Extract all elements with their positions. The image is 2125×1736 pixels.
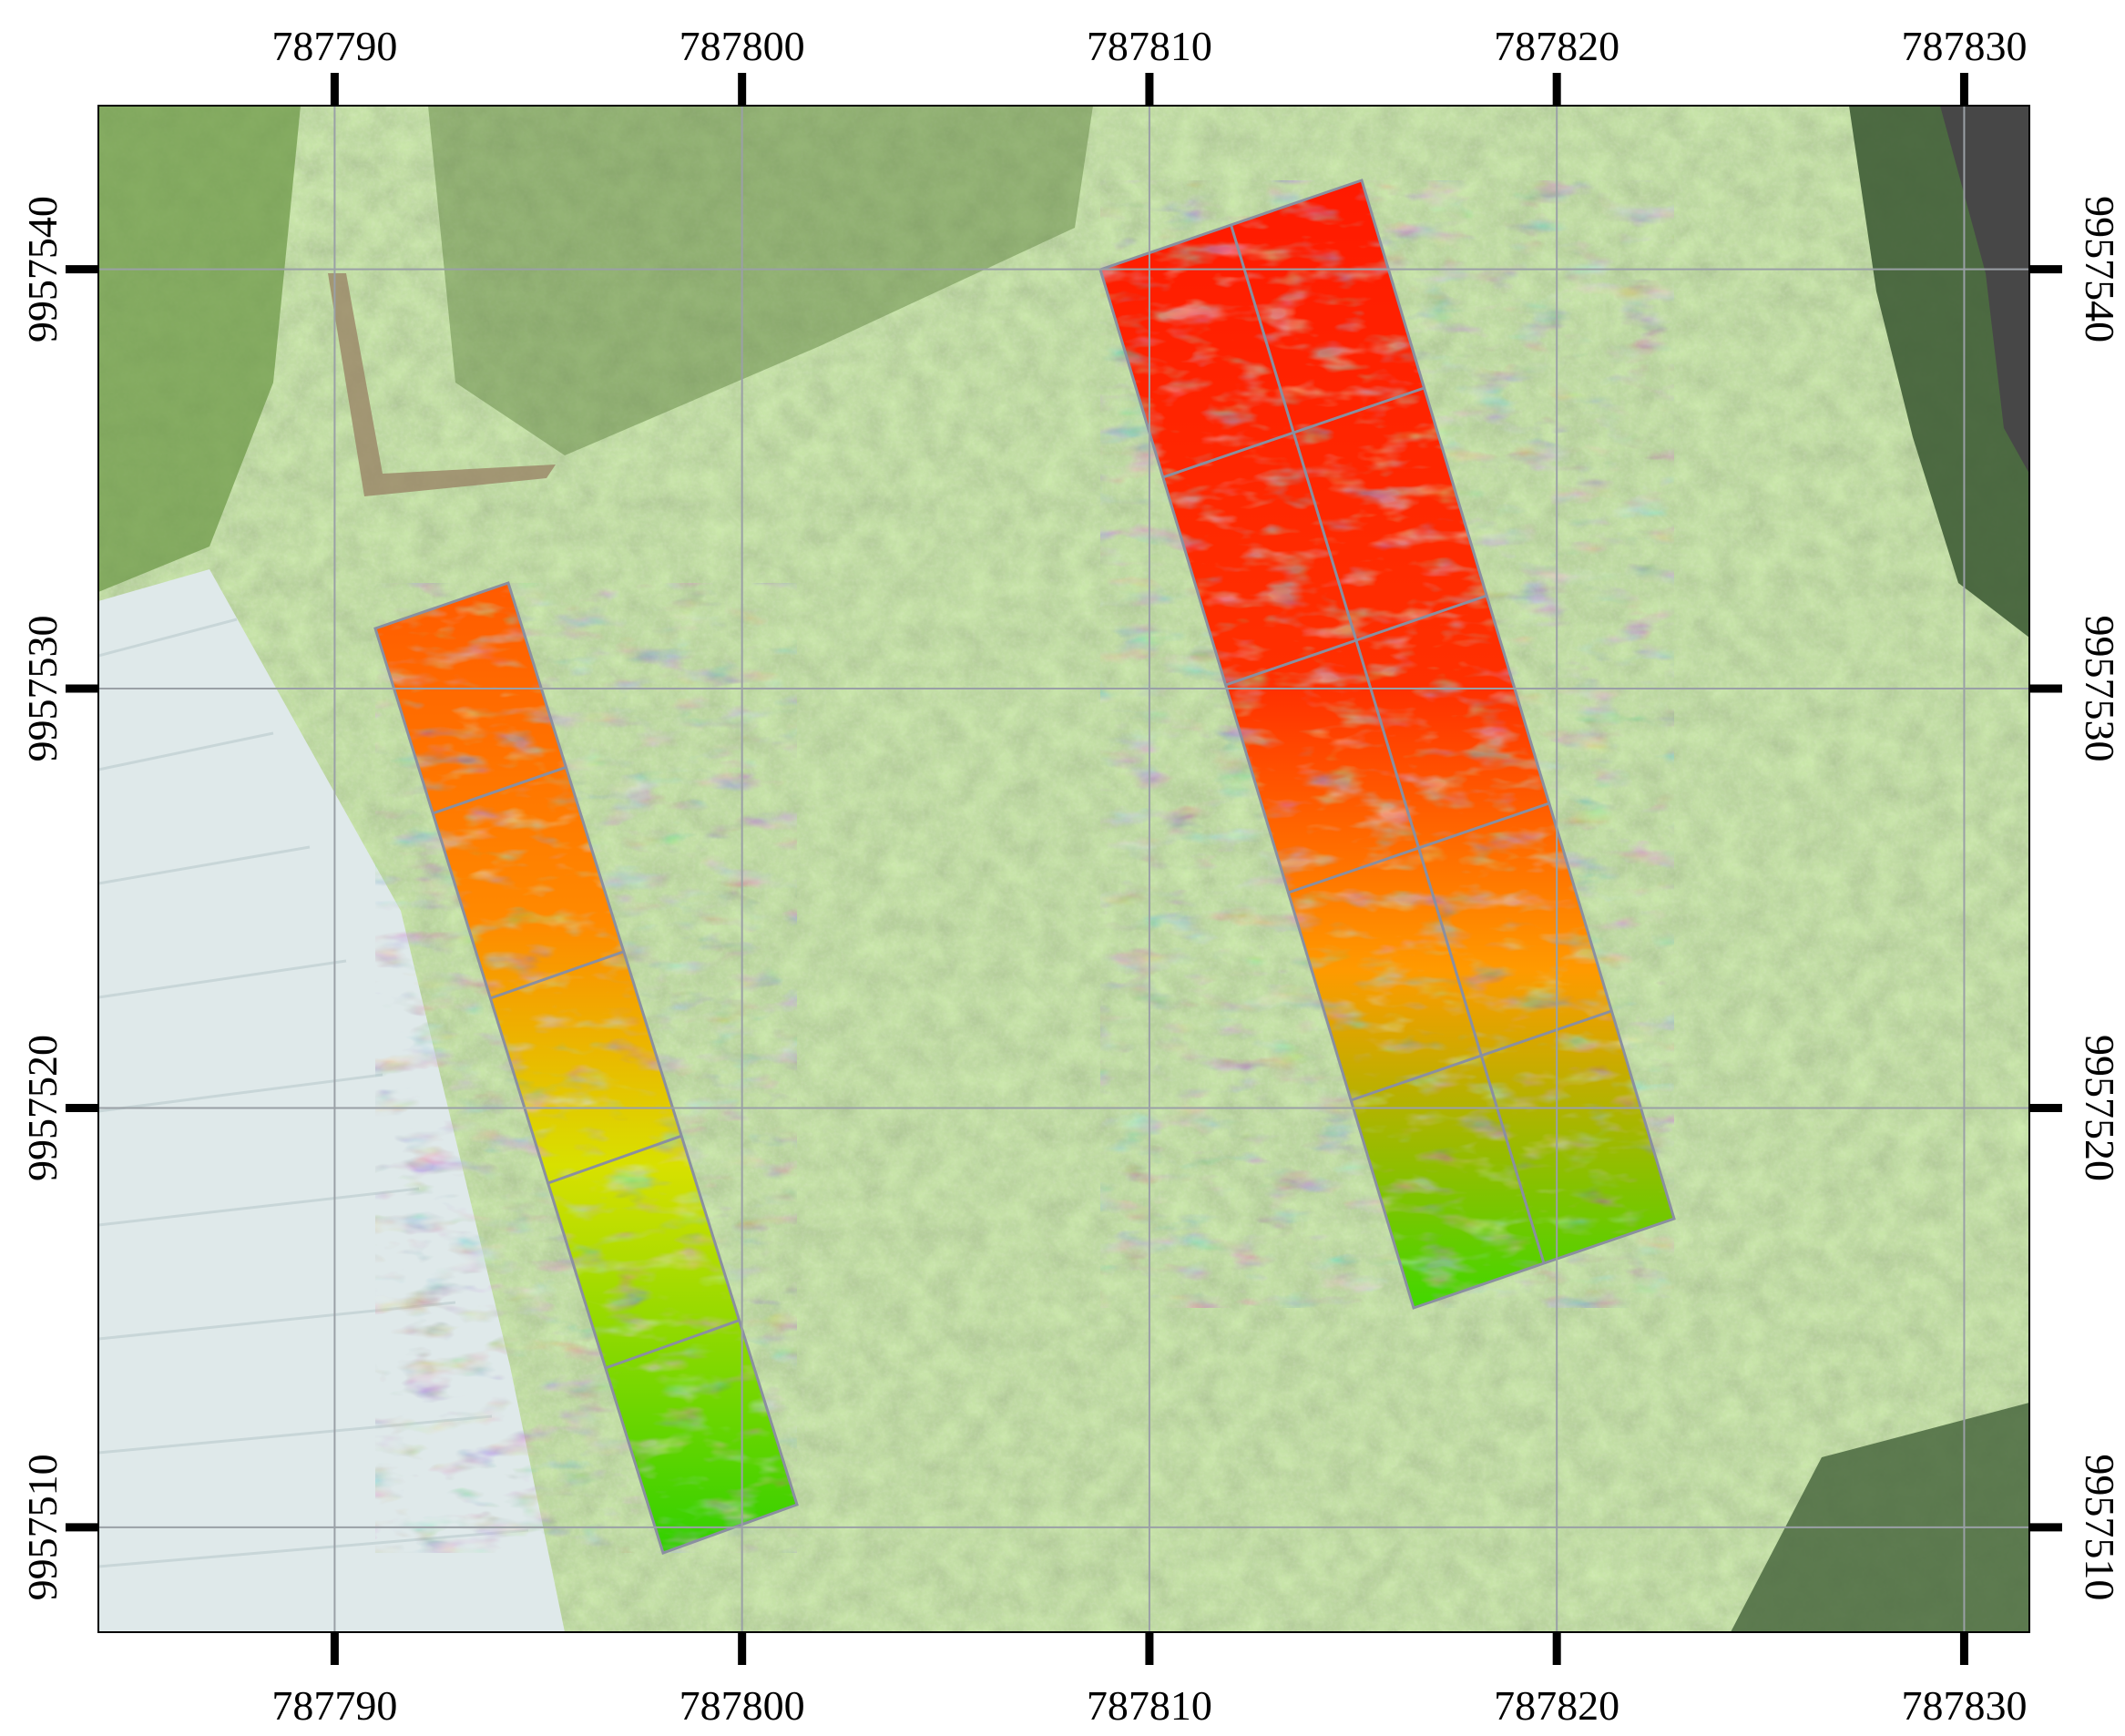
trees-bottom-right	[1731, 1403, 2029, 1632]
dirt-path	[328, 273, 556, 496]
greenhouse-roof	[98, 569, 565, 1632]
map-frame	[97, 105, 2030, 1633]
x-tick-label-bottom: 787790	[271, 1682, 397, 1729]
x-tick-label-top: 787830	[1901, 23, 2027, 69]
y-tick-label-right: 9957530	[2077, 616, 2123, 762]
plot-divider	[432, 765, 567, 815]
index-overlays	[373, 179, 1676, 1555]
plot-strip-left-outline	[373, 581, 799, 1555]
y-tick-label-left: 9957510	[19, 1454, 66, 1600]
y-tick-label-left: 9957520	[19, 1035, 66, 1181]
greenhouse-rib	[98, 959, 347, 999]
greenhouse-rib	[98, 845, 311, 885]
greenhouse-rib	[98, 1528, 529, 1568]
plot-divider	[1230, 224, 1546, 1264]
x-tick-label-bottom: 787820	[1494, 1682, 1619, 1729]
greenhouse-rib	[98, 1301, 456, 1341]
x-axis-top: 787790 787800 787810 787820 787830	[271, 23, 2027, 106]
no-data-area	[1940, 106, 2029, 474]
y-tick-label-right: 9957510	[2077, 1454, 2123, 1600]
y-tick-label-left: 9957530	[19, 616, 66, 762]
y-axis-right: 9957540 9957530 9957520 9957510	[2029, 196, 2123, 1600]
dense-green-strip	[98, 106, 301, 592]
x-tick-label-top: 787810	[1087, 23, 1212, 69]
x-tick-label-bottom: 787830	[1901, 1682, 2027, 1729]
greenhouse-rib	[98, 1414, 493, 1455]
greenhouse-rib	[98, 731, 274, 771]
x-axis-bottom: 787790 787800 787810 787820 787830	[271, 1632, 2027, 1729]
x-tick-label-top: 787800	[679, 23, 805, 69]
basemap	[98, 106, 2029, 1632]
greenhouse-rib	[98, 1187, 420, 1227]
plot-strip-right	[1098, 179, 1676, 1310]
x-tick-label-bottom: 787800	[679, 1682, 805, 1729]
plot-strip-left	[373, 581, 799, 1555]
y-tick-label-right: 9957540	[2077, 196, 2123, 342]
y-tick-label-left: 9957540	[19, 196, 66, 342]
y-tick-label-right: 9957520	[2077, 1035, 2123, 1181]
plot-divider	[489, 950, 625, 1000]
x-tick-label-top: 787790	[271, 23, 397, 69]
plot-divider	[547, 1134, 682, 1185]
crop-plot-area	[428, 106, 1093, 455]
plot-divider	[605, 1319, 741, 1370]
x-tick-label-bottom: 787810	[1087, 1682, 1212, 1729]
greenhouse-rib	[98, 618, 238, 658]
x-tick-label-top: 787820	[1494, 23, 1619, 69]
plot-strip-right-outline	[1098, 179, 1676, 1310]
plot-strip-left-texture	[375, 583, 797, 1553]
grid-lines	[98, 106, 2029, 1632]
y-axis-left: 9957540 9957530 9957520 9957510	[19, 196, 98, 1600]
